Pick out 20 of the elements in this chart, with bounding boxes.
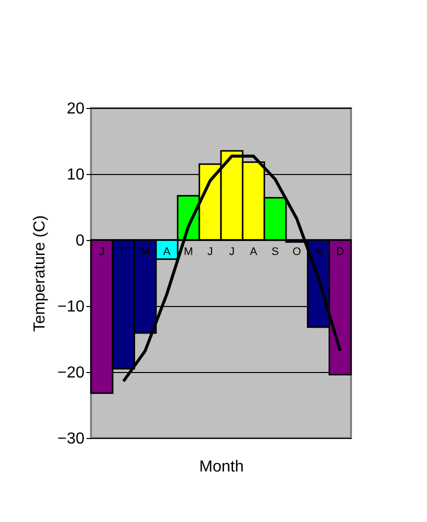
x-tick-label: O [292, 246, 302, 258]
x-tick-label: D [336, 246, 344, 258]
y-tick-label: −30 [57, 430, 85, 448]
x-tick-label: J [99, 246, 105, 258]
x-tick-label: A [163, 246, 172, 258]
y-tick-label: 0 [76, 232, 85, 250]
x-tick-label: F [120, 246, 128, 258]
y-tick-label: 20 [66, 100, 85, 118]
x-tick-label: J [229, 246, 235, 258]
x-tick-label: S [271, 246, 279, 258]
x-tick-label: N [314, 246, 323, 258]
x-axis-title: Month [199, 458, 244, 476]
x-tick-label: A [250, 246, 258, 258]
x-tick-label: M [184, 246, 194, 258]
x-tick-label: M [140, 246, 150, 258]
y-tick-label: 10 [66, 166, 85, 184]
x-tick-label: J [207, 246, 213, 258]
y-tick-label: −10 [57, 298, 85, 316]
y-tick-label: −20 [57, 364, 85, 382]
y-axis-title: Temperature (C) [31, 215, 48, 332]
